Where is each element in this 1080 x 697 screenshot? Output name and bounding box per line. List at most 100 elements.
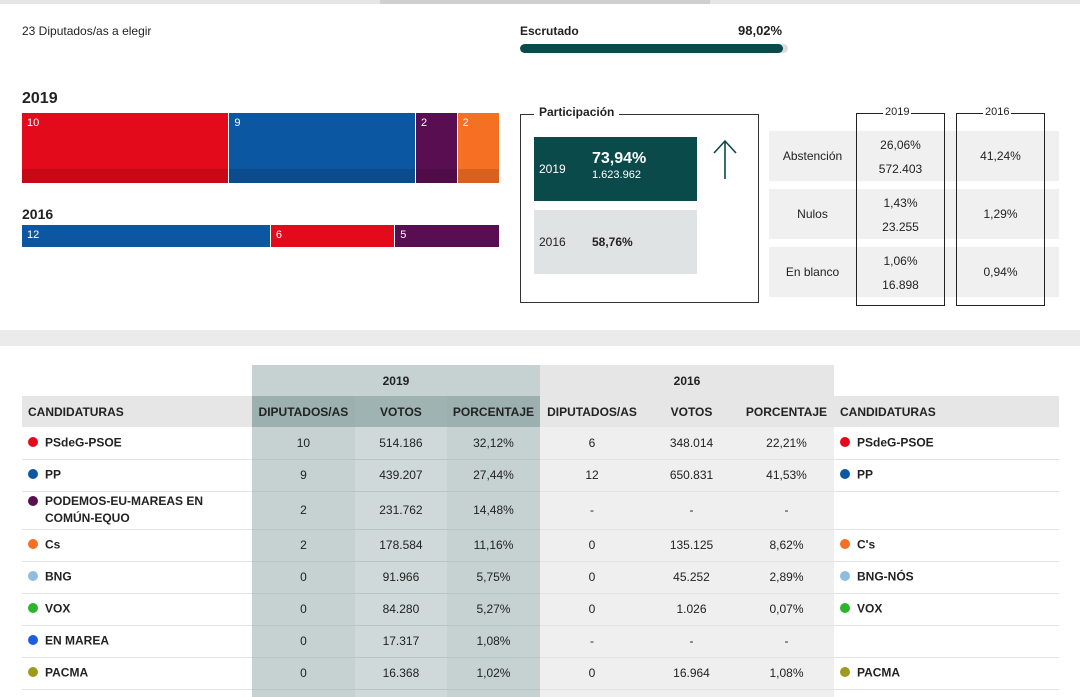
seat-count: 5 [400,229,407,241]
diputados-2016-cell: 0 [540,529,645,562]
col-votos-2019: VOTOS [354,396,447,427]
table-row: PACMA 0 16.368 1,02% 0 16.964 1,08% PACMA [22,657,1059,690]
party-cell: BNG [22,561,252,594]
stat-2019-pct: 1,43% [883,196,918,210]
diputados-2019-cell: 2 [251,529,355,562]
participation-title: Participación [534,105,620,119]
stat-2019-pct: 1,06% [883,254,918,268]
party-name: PP [45,467,62,482]
stat-2019-votes: 572.403 [878,162,923,176]
table-row: PSdeG-PSOE 10 514.186 32,12% 6 348.014 22,21% P… [22,427,1059,460]
stat-row-nulos: Nulos 1,43% 23.255 1,29% [769,189,1059,239]
stat-row-bg [769,131,1059,181]
stat-2019-pct: 26,06% [880,138,921,152]
results-table: 2019 2016 CANDIDATURAS DIPUTADOS/AS VOTO… [22,365,1059,697]
porcentaje-2019-cell: 5,27% [446,593,541,626]
seat-count: 10 [27,117,40,129]
porcentaje-2016-cell: 8,62% [739,529,834,562]
porcentaje-2016-cell: 1,08% [739,657,834,690]
diputados-2019-cell: 0 [251,593,355,626]
votos-2016-cell: - [644,625,739,658]
year-header-2019: 2019 [251,365,541,396]
votos-2016-cell: - [644,491,739,530]
seats-to-elect: 23 Diputados/as a elegir [22,24,152,38]
diputados-2016-cell: - [540,625,645,658]
stat-row-abstencion: Abstención 26,06% 572.403 41,24% [769,131,1059,181]
party-color-dot-icon [28,635,38,646]
party-name: PODEMOS-EU-MAREAS EN COMÚN-EQUO [45,493,203,527]
party-color-dot-icon [28,667,38,678]
party-name: BNG-NÓS [856,569,914,584]
votos-2019-cell: 17.317 [354,625,447,658]
stat-row-bg [769,247,1059,297]
diputados-2016-cell: 6 [540,427,645,460]
table-row: VOX 0 84.280 5,27% 0 1.026 0,07% VOX [22,593,1059,626]
porcentaje-2019-cell: 14,48% [446,491,541,530]
col-diputados-2016: DIPUTADOS/AS [540,396,645,427]
diputados-2019-cell: 0 [251,561,355,594]
stat-row-bg [769,189,1059,239]
party-name: PACMA [856,665,901,680]
party-color-dot-icon [839,436,850,447]
escrutado-progress-bar [520,44,788,53]
participation-2019-card: 2019 73,94% 1.623.962 [534,137,697,201]
votos-2016-cell: 1.026 [644,593,739,626]
porcentaje-2019-cell: 1,02% [446,657,541,690]
col-candidaturas-2016: CANDIDATURAS [833,396,1059,427]
diputados-2019-cell [251,689,355,697]
party-cell: VOX [833,593,1059,626]
party-cell: PP [833,459,1059,492]
participation-2016-card: 2016 58,76% [534,210,697,274]
porcentaje-2019-cell [446,689,541,697]
col-porcentaje-2016: PORCENTAJE [739,396,834,427]
porcentaje-2019-cell: 1,08% [446,625,541,658]
seat-segment: 2 [416,113,458,183]
seat-segment-shade [457,169,499,183]
participation-2019-pct: 73,94% [592,150,647,167]
top-strip-highlight [380,0,710,4]
diputados-2016-cell: 0 [540,561,645,594]
table-row: EN MAREA 0 17.317 1,08% - - - [22,625,1059,658]
party-name: VOX [45,601,71,616]
porcentaje-2016-cell: 41,53% [739,459,834,492]
diputados-2019-cell: 0 [251,657,355,690]
party-cell [22,689,252,697]
party-cell: C's [833,529,1059,562]
participation-2016-pct: 58,76% [592,235,633,249]
escrutado-value: 98,02% [738,23,783,38]
diputados-2016-cell: 0 [540,593,645,626]
votos-2019-cell: 514.186 [354,427,447,460]
seat-segment-shade [22,169,229,183]
seats-2019-title: 2019 [22,90,58,107]
votos-2019-cell: 91.966 [354,561,447,594]
table-row: RECORTES CERO-GRUPO [22,689,1059,697]
party-cell: PSdeG-PSOE [833,427,1059,460]
party-color-dot-icon [28,469,38,480]
diputados-2019-cell: 2 [251,491,355,530]
votos-2019-cell: 16.368 [354,657,447,690]
seat-count: 9 [234,117,241,129]
stat-2019-votes: 23.255 [882,220,919,234]
party-cell: PSdeG-PSOE [22,427,252,460]
porcentaje-2016-cell [739,689,834,697]
stat-label: En blanco [785,265,840,279]
stats-2019-frame [856,114,945,306]
seat-count: 12 [27,229,40,241]
party-cell: EN MAREA [22,625,252,658]
party-name: Cs [45,537,61,552]
party-cell: PACMA [833,657,1059,690]
porcentaje-2016-cell: - [739,625,834,658]
party-color-dot-icon [28,539,38,550]
votos-2019-cell: 178.584 [354,529,447,562]
party-cell: BNG-NÓS [833,561,1059,594]
party-name: BNG [45,569,72,584]
party-cell: Cs [22,529,252,562]
seats-bar-2019: 10 9 2 2 [22,113,499,183]
results-table-body: PSdeG-PSOE 10 514.186 32,12% 6 348.014 22,21% P… [22,427,1059,697]
porcentaje-2016-cell: 22,21% [739,427,834,460]
party-name-line: COMÚN-EQUO [45,511,130,525]
year-header-spacer [22,365,252,396]
seat-segment-shade [416,169,457,183]
seat-segment: 5 [395,225,499,247]
stats-2019-title: 2019 [883,106,912,118]
